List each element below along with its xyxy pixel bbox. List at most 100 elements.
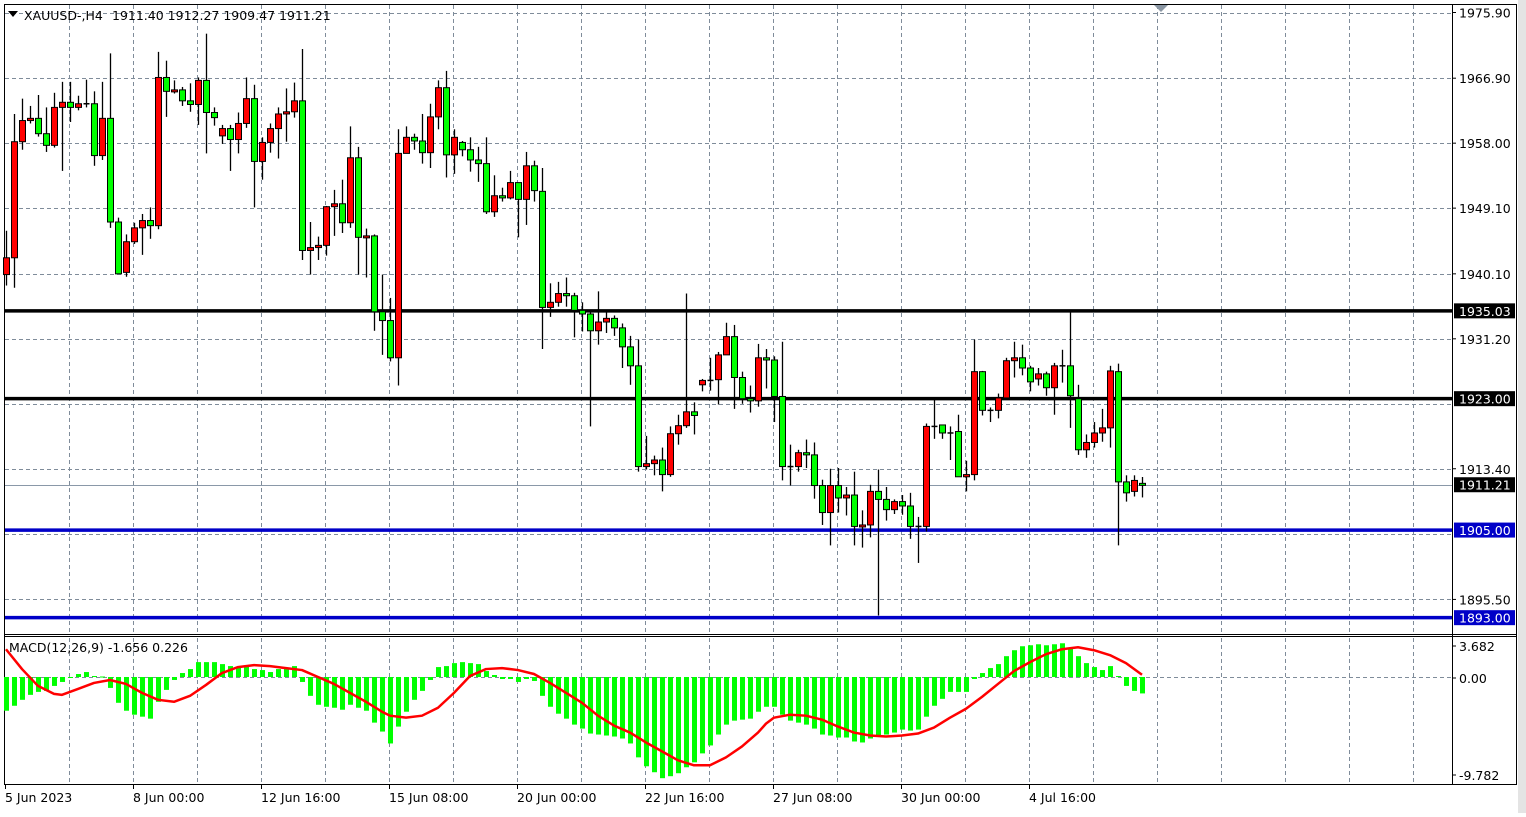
candle-body-bull [27,117,34,122]
candle [139,213,146,255]
macd-histogram-bar [220,664,225,677]
macd-histogram-bar [300,677,305,682]
triangle-down-icon[interactable] [8,11,18,17]
candle-body-bear [371,235,378,313]
macd-histogram-bar [324,677,329,707]
macd-histogram-bar [724,677,729,725]
candle [507,170,514,200]
candle [563,277,570,307]
macd-histogram-bar [292,666,297,677]
candle-body-bear [611,317,618,329]
candle [995,393,1002,419]
macd-histogram-bar [1132,677,1137,691]
candle [75,95,82,111]
price-label: 1931.20 [1459,332,1511,347]
chart-shift-marker-icon[interactable] [1154,5,1168,12]
macd-histogram-bar [244,666,249,677]
candle-body-bull [555,293,562,303]
candle-body-bull [283,111,290,115]
macd-histogram-bar [388,677,393,744]
macd-histogram-bar [204,662,209,677]
macd-histogram-bar [1116,676,1121,678]
candle-body-bull [923,425,930,527]
macd-histogram-bar [196,662,201,677]
candle [675,414,682,445]
candle [123,234,130,277]
macd-histogram-bar [796,677,801,723]
macd-histogram-bar [428,677,433,680]
candle-body-bull [843,494,850,499]
candle [683,293,690,428]
price-axis[interactable]: 1975.90 1966.90 1958.00 1949.10 1940.10 1931.… [1452,6,1515,784]
macd-histogram-bar [332,677,337,708]
candle [19,98,26,150]
candle [1051,362,1058,415]
candle-body-bear [515,182,522,200]
macd-histogram-bar [572,677,577,725]
macd-histogram-bar [164,677,169,690]
macd-histogram-bar [956,677,961,692]
candle [931,399,938,439]
macd-histogram-bar [124,677,129,711]
macd-histogram-bar [180,673,185,677]
macd-histogram-bar [836,677,841,738]
candle-body-bear [1027,367,1034,383]
candle-body-bull [547,301,554,308]
candle [219,124,226,144]
macd-histogram-bar [460,662,465,677]
macd-axis-label: 0.00 [1459,671,1487,686]
macd-histogram-bar [52,677,57,686]
macd-histogram-bar [188,669,193,677]
candle [475,146,482,182]
candle [603,310,610,333]
candle-body-bear [467,149,474,161]
candle-body-bear [779,395,786,468]
candle [467,137,474,172]
macd-histogram-bar [1124,677,1129,686]
candle [835,468,842,513]
macd-histogram-bar [508,677,513,679]
candle [59,81,66,171]
candle [419,113,426,164]
candle-body-bear [43,133,50,146]
line-price-label-box [1454,303,1515,319]
candle-body-bear [179,89,186,102]
current-price-label-box [1454,477,1515,493]
macd-histogram-bar [348,677,353,705]
candle-body-bear [443,87,450,156]
candle-body-bear [1043,373,1050,389]
candle [195,77,202,125]
candle-body-bull [651,459,658,465]
macd-histogram-bar [732,677,737,721]
macd-histogram-bar [892,677,897,733]
candle [387,297,394,362]
candle-body-bear [419,140,426,154]
candle [379,274,386,355]
candle-body-bear [587,313,594,332]
candle-body-bear [1075,398,1082,451]
chart-frame [4,4,1517,785]
horizontal-lines[interactable] [5,309,1452,620]
candle [611,315,618,336]
time-axis[interactable]: 5 Jun 2023 8 Jun 00:00 12 Jun 16:00 15 Jun … [5,785,1096,805]
macd-histogram-bar [404,677,409,712]
macd-histogram-bar [476,664,481,677]
macd-histogram-bar [532,677,537,681]
candle [635,339,642,472]
candle-body-bear [627,346,634,367]
candle [339,179,346,233]
candle-body-bear [147,220,154,227]
window-edge [1518,0,1526,813]
macd-histogram-bar [964,677,969,692]
macd-histogram-bar [1036,644,1041,677]
candle-body-bull [715,354,722,381]
candle-body-bear [1019,357,1026,369]
candle-body-bear [811,454,818,487]
candle [11,113,18,288]
candle [779,341,786,481]
macd-histogram-bar [316,677,321,705]
macd-signal-line [5,645,1143,767]
macd-histogram-bar [916,677,921,730]
macd-histogram-bar [988,668,993,677]
